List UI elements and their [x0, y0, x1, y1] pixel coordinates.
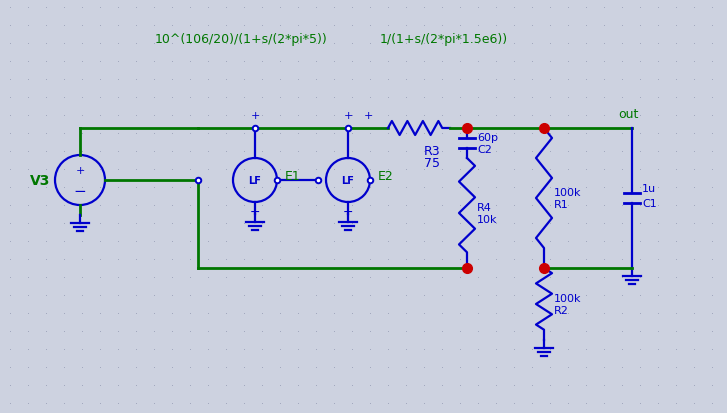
Text: −: −	[73, 183, 87, 199]
Text: V3: V3	[30, 173, 50, 188]
Text: E2: E2	[378, 170, 394, 183]
Text: 75: 75	[424, 157, 440, 170]
Text: LF: LF	[342, 176, 355, 185]
Text: 1u: 1u	[642, 183, 656, 194]
Text: E1: E1	[285, 170, 301, 183]
Text: −: −	[342, 206, 353, 218]
Text: 60p
C2: 60p C2	[477, 133, 498, 155]
Text: −: −	[250, 206, 260, 218]
Text: R3: R3	[424, 145, 441, 158]
Text: 10^(106/20)/(1+s/(2*pi*5)): 10^(106/20)/(1+s/(2*pi*5))	[155, 33, 328, 45]
Text: 1/(1+s/(2*pi*1.5e6)): 1/(1+s/(2*pi*1.5e6))	[380, 33, 508, 45]
Text: LF: LF	[249, 176, 262, 185]
Text: out: out	[618, 108, 638, 121]
Text: +: +	[343, 111, 353, 121]
Text: 100k
R1: 100k R1	[554, 188, 582, 210]
Text: +: +	[76, 165, 84, 175]
Text: 100k
R2: 100k R2	[554, 293, 582, 316]
Text: +: +	[364, 111, 373, 121]
Text: R4
10k: R4 10k	[477, 202, 497, 225]
Text: C1: C1	[642, 199, 656, 209]
Text: +: +	[250, 111, 260, 121]
